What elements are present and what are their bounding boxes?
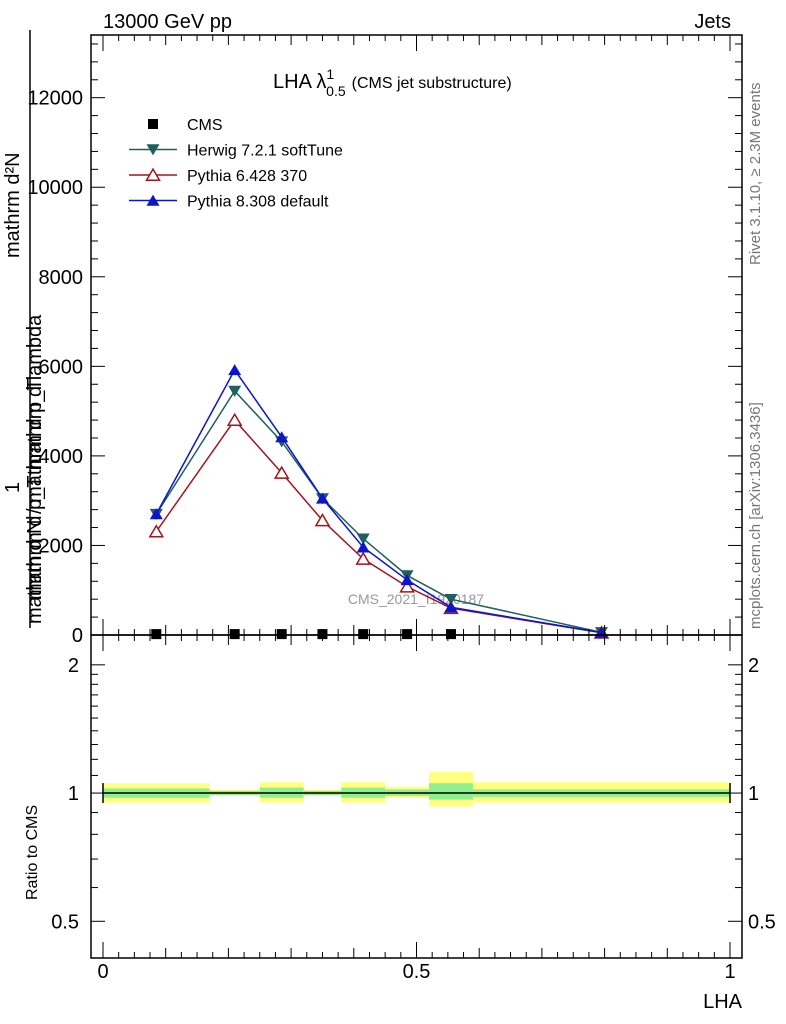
data-point — [228, 364, 242, 376]
data-point — [228, 385, 242, 397]
legend-marker — [148, 119, 158, 129]
ratio-panel: 0 0.5 1 0.5 0.5 1 1 2 2 — [51, 634, 776, 983]
data-point — [149, 508, 163, 520]
data-point — [445, 629, 456, 640]
legend: CMS Herwig 7.2.1 softTune Pythia 6.428 370… — [129, 117, 343, 211]
y-tick-label: 4000 — [39, 446, 84, 468]
legend-marker — [145, 167, 161, 181]
ratio-y-tick-label: 1 — [68, 783, 79, 805]
ratio-y-tick-label: 2 — [748, 655, 759, 677]
data-point — [226, 412, 243, 427]
ratio-y-tick-label: 1 — [748, 783, 759, 805]
data-point — [229, 629, 240, 640]
data-point — [276, 629, 287, 640]
data-point — [151, 629, 162, 640]
watermark: CMS_2021_I1920187 — [348, 591, 484, 607]
data-point — [148, 524, 165, 538]
ratio-y-label: Ratio to CMS — [24, 805, 41, 900]
series-line — [155, 418, 602, 634]
side-label-bottom: mcplots.cern.ch [arXiv:1306.3436] — [747, 402, 764, 629]
legend-label: CMS — [187, 117, 223, 134]
data-point — [356, 541, 370, 553]
chart-title: LHA λ1 0.5 (CMS jet substructure) — [273, 66, 512, 99]
y-tick-label: 8000 — [39, 267, 84, 289]
ratio-y-tick-label: 2 — [68, 655, 79, 677]
header-right: Jets — [694, 11, 731, 33]
data-point — [402, 629, 413, 640]
data-point — [400, 574, 414, 586]
y-tick-label: 0 — [72, 625, 83, 647]
legend-marker — [146, 144, 160, 156]
data-point — [355, 551, 372, 565]
x-tick-label: 0 — [97, 961, 108, 983]
y-label-prefix-num: 1 — [2, 482, 24, 493]
main-panel: 0 2000 4000 6000 8000 10000 12000 — [27, 34, 743, 647]
legend-label: Herwig 7.2.1 softTune — [187, 143, 343, 160]
y-tick-label: 2000 — [39, 535, 84, 557]
data-point — [358, 629, 369, 640]
ratio-y-tick-label: 0.5 — [748, 911, 776, 933]
ratio-y-tick-label: 0.5 — [51, 911, 79, 933]
x-tick-label: 0.5 — [403, 961, 431, 983]
y-tick-label: 10000 — [27, 177, 83, 199]
x-axis-label: LHA — [703, 991, 743, 1013]
legend-label: Pythia 8.308 default — [187, 194, 329, 211]
data-point — [444, 593, 458, 606]
series-line — [155, 389, 602, 634]
y-tick-label: 12000 — [27, 88, 83, 110]
data-point — [444, 601, 458, 613]
data-point — [315, 492, 329, 504]
x-tick-label: 1 — [724, 961, 735, 983]
legend-marker — [146, 194, 160, 206]
data-point — [399, 579, 415, 593]
ratio-band-inner — [429, 783, 473, 800]
data-point — [273, 465, 290, 479]
y-label-numerator: mathrm d²N — [2, 152, 24, 258]
y-axis-label: mathrm d N / mathrm d p_T 1 mathrm d p_T… — [2, 30, 46, 628]
header-left: 13000 GeV pp — [103, 11, 232, 33]
y-tick-label: 6000 — [39, 356, 84, 378]
data-point — [356, 533, 370, 545]
side-label-top: Rivet 3.1.10, ≥ 2.3M events — [747, 83, 764, 266]
data-point — [275, 431, 289, 443]
series-line — [155, 368, 602, 634]
data-point — [314, 513, 331, 527]
legend-label: Pythia 6.428 370 — [187, 168, 307, 185]
